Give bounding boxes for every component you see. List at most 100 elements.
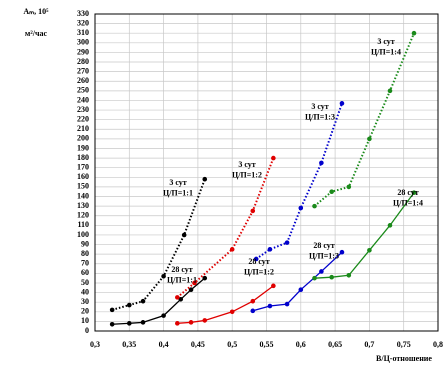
x-tick-label: 0,5 [227, 340, 237, 349]
annotation: 28 сут [397, 188, 418, 197]
y-tick-label: 300 [77, 38, 89, 47]
y-tick-label: 250 [77, 86, 89, 95]
y-axis-label: Aₘ, 10⁵ [23, 7, 49, 16]
data-point [127, 321, 132, 326]
data-point [202, 318, 208, 323]
y-tick-label: 230 [77, 105, 89, 114]
y-tick-label: 20 [81, 307, 89, 316]
y-tick-label: 200 [77, 134, 89, 143]
x-tick-label: 0,8 [433, 340, 443, 349]
x-axis-label: В/Ц-отношение [376, 354, 432, 363]
y-tick-label: 290 [77, 47, 89, 56]
data-point [312, 275, 317, 281]
data-point [298, 287, 304, 292]
annotation: 28 сут [171, 265, 192, 274]
data-point [229, 247, 235, 252]
data-point [250, 208, 256, 214]
data-point [253, 256, 259, 262]
y-axis-label: м²/час [25, 29, 48, 38]
y-tick-label: 170 [77, 163, 89, 172]
x-tick-label: 0,7 [364, 340, 374, 349]
data-point [181, 232, 187, 238]
annotation: 3 сут [238, 160, 255, 169]
y-tick-label: 100 [77, 230, 89, 239]
annotation: Ц/П=1:4 [371, 47, 401, 56]
y-tick-label: 120 [77, 211, 89, 220]
y-tick-label: 220 [77, 114, 89, 123]
data-point [161, 273, 166, 279]
data-point [140, 298, 146, 304]
data-point [284, 240, 290, 245]
y-tick-label: 130 [77, 201, 89, 210]
y-tick-label: 190 [77, 143, 89, 152]
annotation: Ц/П=1:1 [167, 275, 197, 284]
series-line [111, 178, 206, 311]
data-point [339, 101, 345, 106]
annotation: 28 сут [248, 257, 269, 266]
annotation: Ц/П=1:2 [232, 170, 262, 179]
y-tick-label: 80 [81, 249, 89, 258]
data-point [387, 88, 393, 94]
data-point [284, 301, 290, 307]
y-tick-label: 310 [77, 28, 89, 37]
data-point [175, 295, 180, 300]
data-point [319, 269, 324, 274]
data-point [175, 321, 180, 326]
y-tick-label: 260 [77, 76, 89, 85]
annotation: 3 сут [169, 178, 186, 187]
y-tick-label: 180 [77, 153, 89, 162]
x-tick-label: 0,35 [122, 340, 136, 349]
data-point [367, 248, 372, 253]
annotation: Ц/П=1:3 [305, 112, 335, 121]
data-point [178, 297, 184, 302]
x-tick-label: 0,55 [260, 340, 274, 349]
y-tick-label: 10 [81, 316, 89, 325]
y-tick-label: 150 [77, 182, 89, 191]
data-point [339, 249, 345, 255]
series-line [255, 103, 343, 260]
data-point [267, 303, 273, 309]
x-tick-label: 0,65 [328, 340, 342, 349]
x-tick-label: 0,45 [191, 340, 205, 349]
data-point [127, 302, 132, 308]
data-point [267, 247, 273, 252]
annotation: Ц/П=1:2 [244, 267, 274, 276]
y-tick-label: 160 [77, 172, 89, 181]
annotation: 3 сут [311, 102, 328, 111]
x-tick-label: 0,3 [90, 340, 100, 349]
y-tick-label: 40 [81, 287, 89, 296]
y-tick-label: 70 [81, 259, 89, 268]
y-tick-label: 140 [77, 191, 89, 200]
data-point [346, 184, 352, 190]
data-point [411, 190, 417, 195]
annotation: 3 сут [377, 37, 394, 46]
y-tick-label: 50 [81, 278, 89, 287]
data-point [319, 160, 324, 166]
y-tick-label: 270 [77, 66, 89, 75]
y-tick-label: 30 [81, 297, 89, 306]
y-tick-label: 60 [81, 268, 89, 277]
y-tick-label: 330 [77, 9, 89, 18]
data-point [271, 283, 276, 289]
data-point [329, 274, 334, 280]
annotation: 28 сут [313, 241, 334, 250]
data-point [140, 320, 146, 325]
y-tick-label: 0 [85, 326, 89, 335]
data-point [202, 176, 208, 182]
data-point [250, 298, 256, 304]
data-point [271, 155, 276, 161]
y-tick-label: 280 [77, 57, 89, 66]
y-tick-label: 240 [77, 95, 89, 104]
data-point [109, 321, 115, 327]
x-tick-label: 0,75 [397, 340, 411, 349]
data-point [192, 280, 197, 286]
data-point [312, 203, 317, 209]
annotation: Ц/П=1:3 [309, 251, 339, 260]
annotation: Ц/П=1:4 [393, 198, 423, 207]
series-line [314, 192, 415, 279]
y-tick-label: 210 [77, 124, 89, 133]
y-tick-label: 110 [77, 220, 89, 229]
data-point [329, 189, 334, 195]
y-tick-label: 320 [77, 18, 89, 27]
data-point [387, 223, 393, 228]
